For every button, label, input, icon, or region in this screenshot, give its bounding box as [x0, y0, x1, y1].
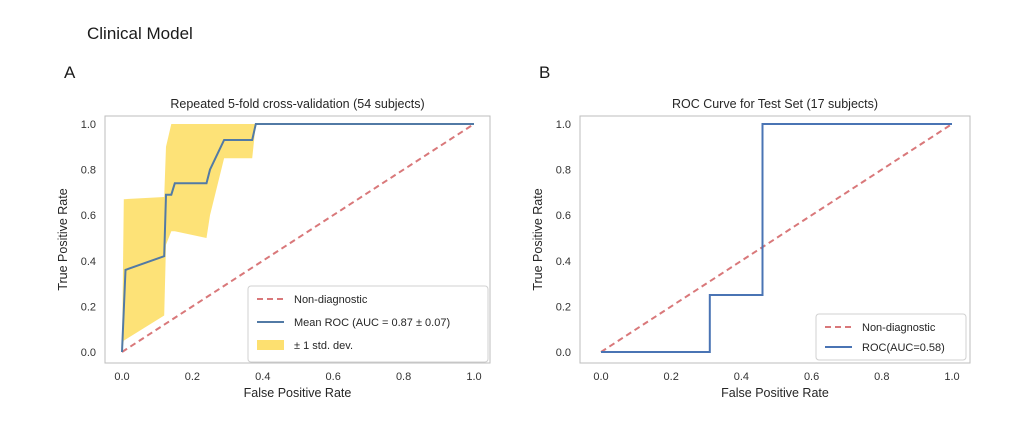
- legend-box: [247, 285, 489, 363]
- legend-box: [815, 313, 967, 361]
- y-tick-label: 0.0: [556, 347, 571, 359]
- x-tick-label: 0.8: [396, 371, 411, 383]
- mean-roc-line: [121, 123, 474, 353]
- y-tick-label: 0.0: [81, 347, 96, 359]
- y-tick-label: 0.6: [81, 210, 96, 222]
- plot-frame: [104, 115, 491, 364]
- x-tick-label: 0.4: [255, 371, 270, 383]
- figure-title: Clinical Model: [87, 24, 193, 43]
- y-axis-label: True Positive Rate: [531, 188, 545, 290]
- x-tick-label: 0.2: [664, 371, 679, 383]
- std-dev-band: [122, 124, 474, 352]
- x-tick-label: 0.0: [114, 371, 129, 383]
- x-axis-label: False Positive Rate: [721, 386, 829, 400]
- x-tick-label: 0.6: [326, 371, 341, 383]
- legend-entry: Non-diagnostic: [294, 294, 368, 306]
- y-tick-label: 1.0: [81, 119, 96, 131]
- legend-entry: ± 1 std. dev.: [294, 340, 353, 352]
- x-tick-label: 0.4: [734, 371, 749, 383]
- plot-frame: [579, 115, 971, 364]
- x-tick-label: 0.2: [185, 371, 200, 383]
- legend-entry: Non-diagnostic: [862, 322, 936, 334]
- y-tick-label: 0.8: [556, 165, 571, 177]
- legend-entry: ROC(AUC=0.58): [862, 342, 945, 354]
- legend-swatch-band: [257, 340, 284, 350]
- x-tick-label: 0.0: [593, 371, 608, 383]
- panel-label-a: A: [64, 63, 76, 82]
- x-axis-label: False Positive Rate: [244, 386, 352, 400]
- roc-line: [601, 123, 952, 353]
- y-tick-label: 1.0: [556, 119, 571, 131]
- chart-title: ROC Curve for Test Set (17 subjects): [672, 97, 878, 111]
- x-tick-label: 0.8: [874, 371, 889, 383]
- x-tick-label: 1.0: [466, 371, 481, 383]
- y-tick-label: 0.2: [556, 301, 571, 313]
- y-tick-label: 0.6: [556, 210, 571, 222]
- y-tick-label: 0.4: [556, 256, 571, 268]
- x-tick-label: 0.6: [804, 371, 819, 383]
- y-tick-label: 0.4: [81, 256, 96, 268]
- y-axis-label: True Positive Rate: [56, 188, 70, 290]
- legend-entry: Mean ROC (AUC = 0.87 ± 0.07): [294, 317, 450, 329]
- panel-label-b: B: [539, 63, 551, 82]
- y-tick-label: 0.8: [81, 165, 96, 177]
- y-tick-label: 0.2: [81, 301, 96, 313]
- x-tick-label: 1.0: [944, 371, 959, 383]
- chart-title: Repeated 5-fold cross-validation (54 sub…: [170, 97, 424, 111]
